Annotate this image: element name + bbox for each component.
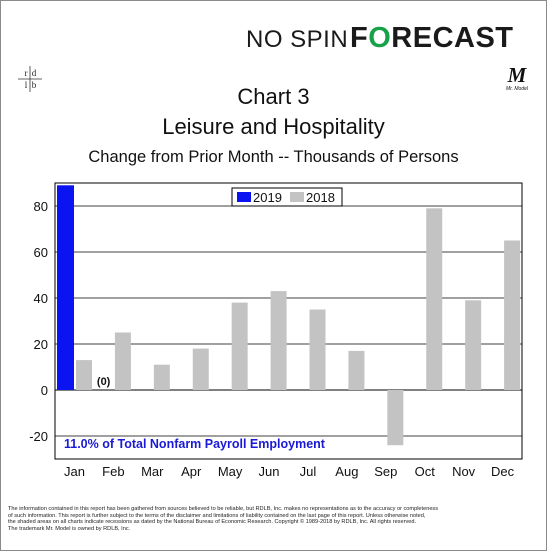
annotation-text: 11.0% of Total Nonfarm Payroll Employmen… bbox=[64, 437, 326, 451]
plot-area bbox=[54, 182, 523, 460]
bar-2018 bbox=[270, 291, 287, 390]
brand-logo: NO SPIN FORECAST bbox=[246, 22, 536, 56]
legend-label-2018: 2018 bbox=[306, 190, 335, 205]
y-tick-label: 60 bbox=[34, 245, 48, 260]
chart-subtitle-units: Change from Prior Month -- Thousands of … bbox=[88, 148, 459, 166]
svg-text:b: b bbox=[32, 80, 37, 90]
x-tick-label: Jun bbox=[259, 464, 280, 479]
x-tick-label: Nov bbox=[452, 464, 476, 479]
x-tick-label: Jul bbox=[300, 464, 317, 479]
legend-swatch-2018 bbox=[290, 192, 304, 202]
bar-2018 bbox=[231, 302, 248, 390]
bar-2018 bbox=[387, 390, 404, 446]
footer-line: The trademark Mr. Model is owned by RDLB… bbox=[8, 525, 131, 532]
svg-text:d: d bbox=[32, 68, 37, 78]
bar-2018 bbox=[114, 332, 131, 390]
svg-text:r: r bbox=[25, 68, 28, 78]
y-tick-label: 80 bbox=[34, 199, 48, 214]
y-tick-label: 20 bbox=[34, 337, 48, 352]
footer-line: of such information. This report is furt… bbox=[8, 512, 426, 519]
x-tick-label: Jan bbox=[64, 464, 85, 479]
x-tick-label: Feb bbox=[102, 464, 124, 479]
x-tick-label: May bbox=[218, 464, 243, 479]
bar-2018 bbox=[153, 364, 170, 390]
y-tick-label: 40 bbox=[34, 291, 48, 306]
mr-model-logo-icon: M Mr. Model bbox=[506, 63, 529, 92]
bar-2018 bbox=[309, 309, 326, 390]
svg-text:M: M bbox=[507, 63, 528, 87]
x-tick-label: Oct bbox=[415, 464, 436, 479]
bar-2018 bbox=[504, 240, 521, 390]
y-tick-label: 0 bbox=[41, 383, 48, 398]
legend bbox=[231, 187, 343, 207]
chart-subtitle: Leisure and Hospitality bbox=[162, 114, 385, 139]
data-label: (0) bbox=[97, 376, 111, 388]
disclaimer-footer: The information contained in this report… bbox=[8, 506, 542, 532]
svg-text:Mr. Model: Mr. Model bbox=[506, 86, 529, 92]
legend-swatch-2019 bbox=[237, 192, 251, 202]
bar-2018 bbox=[192, 348, 209, 390]
x-tick-label: Apr bbox=[181, 464, 202, 479]
brand-forecast: FORECAST bbox=[350, 22, 514, 54]
footer-line: The information contained in this report… bbox=[8, 506, 439, 512]
x-tick-label: Dec bbox=[491, 464, 515, 479]
x-tick-label: Sep bbox=[374, 464, 397, 479]
x-tick-label: Aug bbox=[335, 464, 358, 479]
bar-2018 bbox=[426, 208, 443, 390]
bar-2018 bbox=[76, 360, 92, 390]
footer-line: the shaded areas on all charts indicate … bbox=[8, 519, 417, 526]
x-tick-label: Mar bbox=[141, 464, 164, 479]
bar-2018 bbox=[465, 300, 482, 390]
bar-2019 bbox=[57, 185, 74, 390]
svg-text:l: l bbox=[25, 80, 28, 90]
brand-nospin: NO SPIN bbox=[246, 26, 349, 53]
legend-label-2019: 2019 bbox=[253, 190, 282, 205]
bar-2018 bbox=[348, 350, 365, 390]
y-tick-label: -20 bbox=[29, 429, 48, 444]
chart-title: Chart 3 bbox=[237, 84, 310, 109]
rdlb-logo-icon: r d l b bbox=[18, 66, 42, 92]
